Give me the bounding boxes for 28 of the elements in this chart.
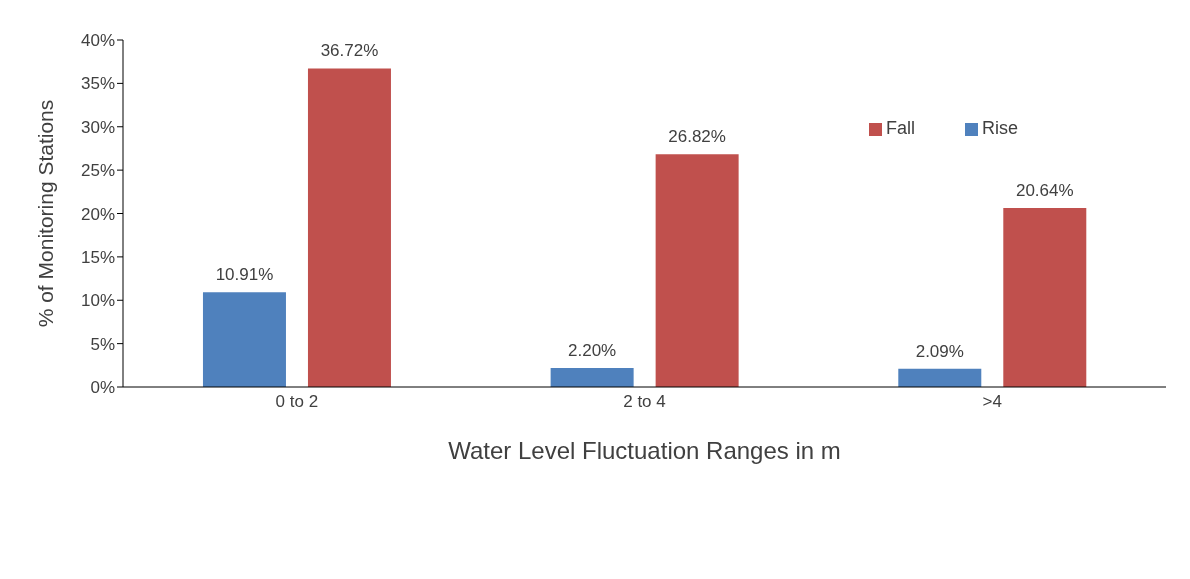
y-tick-label: 10%: [80, 291, 115, 311]
legend-label: Fall: [885, 118, 915, 138]
data-label: 20.64%: [1015, 180, 1074, 200]
data-label: 10.91%: [215, 265, 274, 285]
data-label: 26.82%: [668, 127, 726, 147]
x-tick-label: 2 to 4: [623, 392, 666, 412]
y-tick-label: 0%: [90, 378, 115, 398]
data-label: 2.20%: [568, 340, 617, 360]
bar: [655, 154, 739, 387]
x-tick-label: >4: [982, 392, 1002, 412]
y-tick-label: 30%: [80, 117, 115, 137]
data-label: 2.09%: [915, 341, 964, 361]
data-label: 36.72%: [320, 41, 379, 61]
bar: [898, 368, 982, 387]
y-tick-label: 5%: [90, 334, 115, 354]
bar: [550, 367, 634, 387]
y-tick-label: 20%: [80, 204, 115, 224]
bar: [202, 292, 286, 387]
y-tick-label: 40%: [80, 31, 115, 51]
bar: [307, 68, 391, 387]
x-tick-label: 0 to 2: [275, 392, 319, 412]
y-tick-label: 35%: [80, 74, 115, 94]
bar: [1003, 207, 1087, 387]
y-axis-title: % of Monitoring Stations: [34, 99, 58, 328]
x-axis-title: Water Level Fluctuation Ranges in m: [448, 437, 841, 464]
legend-label: Rise: [981, 118, 1018, 138]
y-tick-label: 25%: [80, 161, 115, 181]
y-tick-label: 15%: [80, 247, 115, 267]
